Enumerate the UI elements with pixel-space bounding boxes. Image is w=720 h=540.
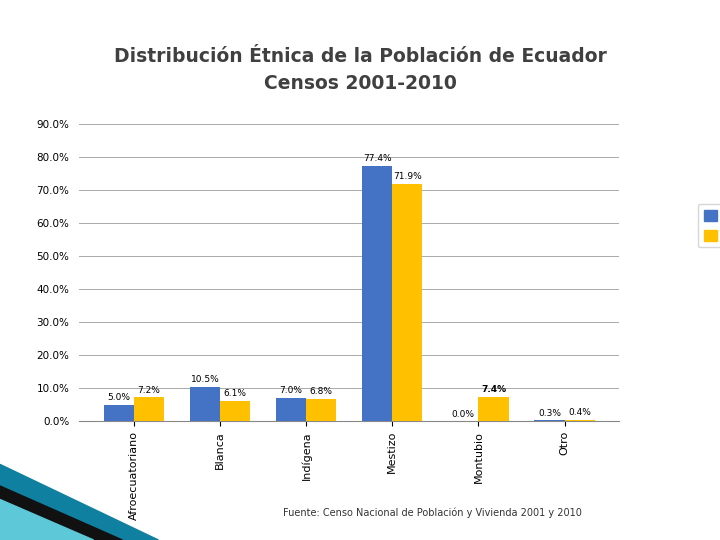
Text: 7.4%: 7.4% (481, 385, 506, 394)
Bar (478, 397, 508, 421)
Bar (104, 404, 134, 421)
Bar (190, 387, 220, 421)
Text: 7.0%: 7.0% (279, 387, 302, 395)
Text: 71.9%: 71.9% (393, 172, 422, 181)
Text: 0.4%: 0.4% (568, 408, 591, 417)
Text: 0.3%: 0.3% (538, 409, 561, 417)
Bar (392, 184, 423, 421)
Text: 10.5%: 10.5% (191, 375, 220, 384)
Text: Censos 2001-2010: Censos 2001-2010 (264, 74, 456, 93)
Bar (276, 398, 306, 421)
Text: 5.0%: 5.0% (107, 393, 130, 402)
Legend: 2001, 2010: 2001, 2010 (698, 204, 720, 247)
Text: Fuente: Censo Nacional de Población y Vivienda 2001 y 2010: Fuente: Censo Nacional de Población y Vi… (282, 507, 582, 518)
Bar (564, 420, 595, 421)
Bar (362, 166, 392, 421)
Bar (134, 397, 164, 421)
Bar (220, 401, 250, 421)
Bar (306, 399, 336, 421)
Text: 7.2%: 7.2% (138, 386, 161, 395)
Text: 0.0%: 0.0% (452, 409, 474, 418)
Text: 77.4%: 77.4% (363, 154, 392, 163)
Text: Distribución Étnica de la Población de Ecuador: Distribución Étnica de la Población de E… (114, 47, 606, 66)
Text: 6.8%: 6.8% (310, 387, 333, 396)
Text: 6.1%: 6.1% (224, 389, 246, 399)
Bar (534, 420, 564, 421)
